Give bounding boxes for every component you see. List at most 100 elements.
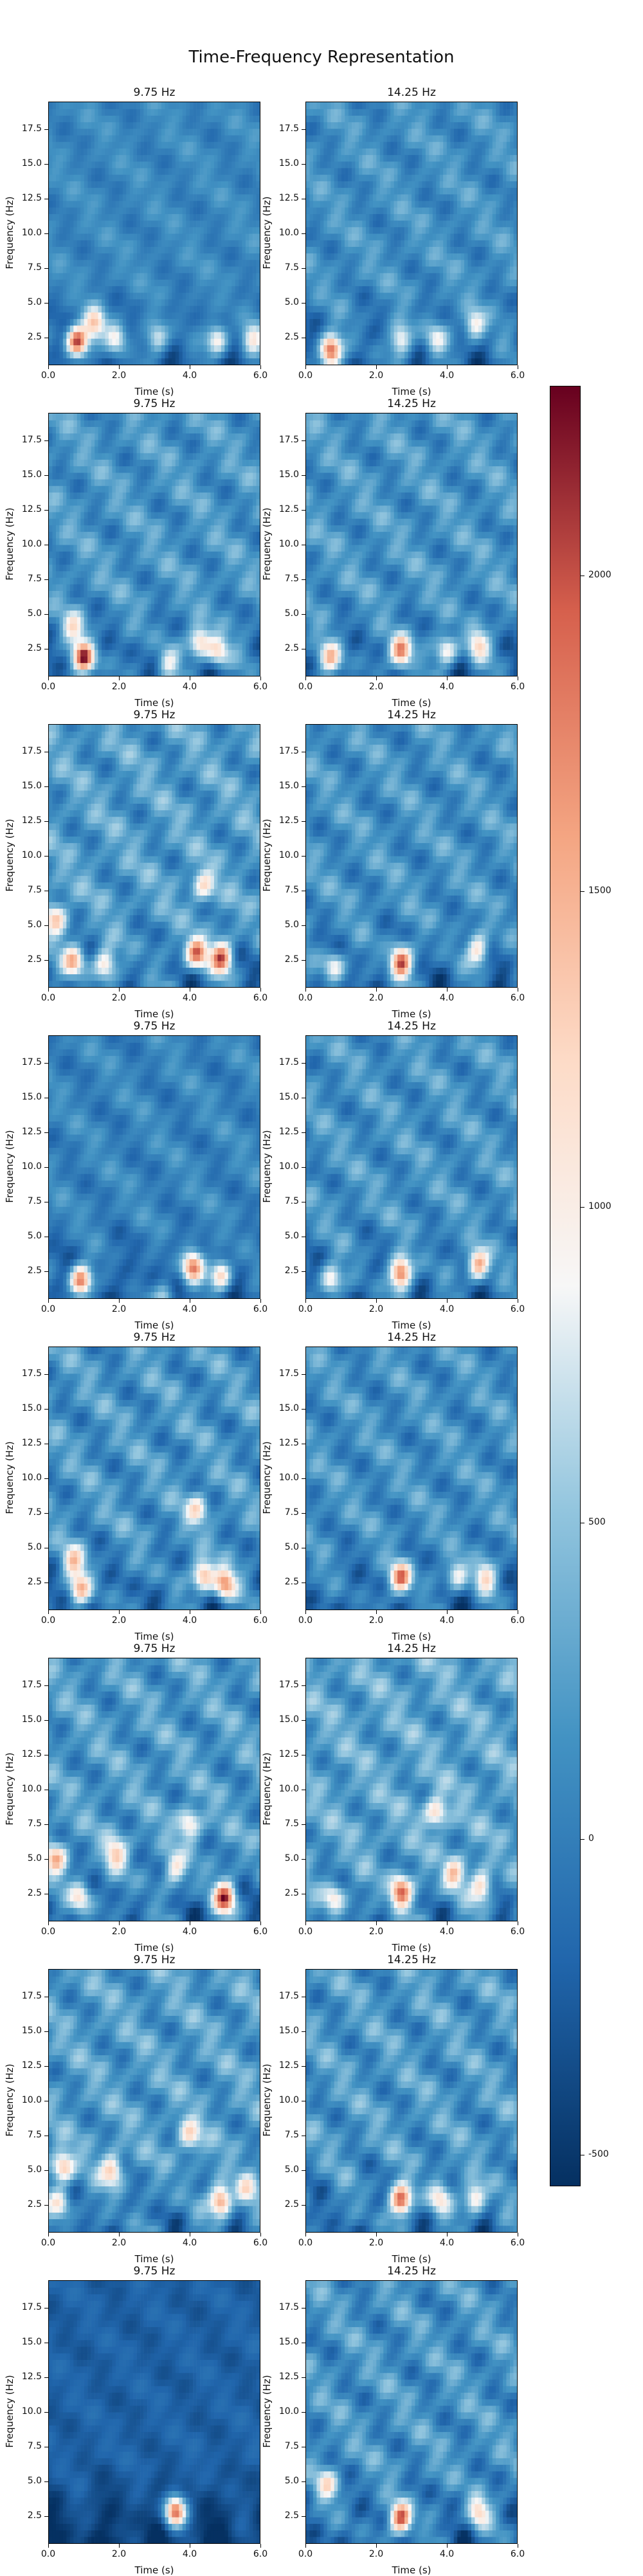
x-tick-label: 6.0	[498, 993, 537, 1003]
x-axis-label: Time (s)	[305, 1008, 518, 1020]
heatmap-panel	[305, 413, 518, 676]
x-tick-label: 6.0	[498, 2549, 537, 2559]
x-tick-label: 6.0	[241, 370, 280, 381]
x-tick-mark	[447, 988, 448, 992]
x-tick-mark	[447, 1299, 448, 1303]
heatmap-panel	[48, 1969, 260, 2233]
y-tick-mark	[44, 856, 48, 857]
x-tick-label: 2.0	[357, 2238, 395, 2248]
y-tick-mark	[44, 1271, 48, 1272]
panel-title: 14.25 Hz	[305, 1020, 518, 1033]
x-tick-mark	[48, 676, 49, 680]
x-tick-mark	[305, 1921, 306, 1925]
x-tick-label: 6.0	[241, 1615, 280, 1626]
x-tick-label: 0.0	[29, 993, 68, 1003]
x-tick-label: 0.0	[29, 2238, 68, 2248]
x-tick-label: 0.0	[286, 370, 325, 381]
x-tick-mark	[447, 2233, 448, 2236]
y-tick-mark	[44, 1824, 48, 1825]
x-tick-mark	[305, 676, 306, 680]
x-tick-label: 2.0	[100, 993, 138, 1003]
y-tick-mark	[44, 1167, 48, 1168]
heatmap-image	[49, 413, 260, 676]
x-tick-mark	[376, 676, 377, 680]
y-tick-mark	[302, 1824, 305, 1825]
colorbar-tick-label: 2000	[588, 570, 611, 580]
y-axis-label: Frequency (Hz)	[4, 412, 15, 676]
heatmap-panel	[305, 724, 518, 988]
x-tick-mark	[447, 676, 448, 680]
heatmap-image	[49, 1036, 260, 1298]
y-tick-mark	[302, 2516, 305, 2517]
x-tick-label: 2.0	[100, 2238, 138, 2248]
panel-title: 9.75 Hz	[48, 1331, 260, 1344]
y-tick-mark	[302, 1859, 305, 1860]
y-axis-label: Frequency (Hz)	[4, 1657, 15, 1921]
heatmap-image	[49, 1658, 260, 1921]
colorbar-tick-label: 1000	[588, 1201, 611, 1211]
heatmap-image	[49, 1347, 260, 1610]
panel-title: 14.25 Hz	[305, 1642, 518, 1655]
panel-title: 9.75 Hz	[48, 709, 260, 721]
y-tick-mark	[44, 233, 48, 234]
x-tick-label: 6.0	[241, 1927, 280, 1937]
y-axis-label: Frequency (Hz)	[4, 2280, 15, 2543]
heatmap-panel	[48, 102, 260, 365]
y-axis-label: Frequency (Hz)	[261, 1657, 273, 1921]
heatmap-panel	[48, 1347, 260, 1610]
x-tick-mark	[305, 2544, 306, 2548]
x-tick-label: 0.0	[286, 1615, 325, 1626]
x-tick-mark	[260, 1610, 261, 1614]
x-tick-label: 4.0	[428, 2238, 466, 2248]
y-tick-mark	[44, 786, 48, 787]
y-tick-mark	[44, 614, 48, 615]
y-tick-mark	[44, 1720, 48, 1721]
x-tick-mark	[376, 2544, 377, 2548]
x-tick-mark	[305, 1610, 306, 1614]
heatmap-image	[49, 2281, 260, 2543]
y-tick-mark	[302, 2377, 305, 2378]
x-tick-label: 4.0	[170, 370, 209, 381]
y-tick-mark	[302, 579, 305, 580]
colorbar-tick-label: -500	[588, 2149, 609, 2159]
x-tick-label: 2.0	[357, 682, 395, 692]
x-tick-label: 6.0	[498, 370, 537, 381]
x-tick-mark	[376, 2233, 377, 2236]
x-axis-label: Time (s)	[305, 2564, 518, 2576]
y-tick-mark	[302, 303, 305, 304]
y-tick-mark	[302, 1720, 305, 1721]
x-tick-mark	[119, 2544, 120, 2548]
x-tick-mark	[48, 2544, 49, 2548]
x-axis-label: Time (s)	[48, 2253, 260, 2265]
y-axis-label: Frequency (Hz)	[261, 1346, 273, 1610]
x-tick-mark	[447, 1610, 448, 1614]
heatmap-panel	[48, 413, 260, 676]
y-tick-mark	[302, 614, 305, 615]
panel-title: 14.25 Hz	[305, 397, 518, 410]
y-tick-mark	[302, 129, 305, 130]
x-tick-label: 6.0	[498, 1304, 537, 1314]
panel-title: 9.75 Hz	[48, 397, 260, 410]
y-axis-label: Frequency (Hz)	[261, 412, 273, 676]
y-axis-label: Frequency (Hz)	[4, 1346, 15, 1610]
x-tick-mark	[119, 1921, 120, 1925]
x-tick-label: 4.0	[428, 1304, 466, 1314]
x-tick-mark	[260, 365, 261, 369]
y-axis-label: Frequency (Hz)	[4, 1035, 15, 1298]
y-tick-mark	[44, 960, 48, 961]
heatmap-panel	[305, 1347, 518, 1610]
x-tick-label: 2.0	[100, 370, 138, 381]
x-tick-label: 0.0	[29, 1615, 68, 1626]
y-tick-mark	[302, 510, 305, 511]
x-tick-label: 0.0	[286, 2549, 325, 2559]
y-tick-mark	[44, 1478, 48, 1479]
y-tick-mark	[44, 129, 48, 130]
x-tick-label: 4.0	[428, 682, 466, 692]
x-axis-label: Time (s)	[305, 1320, 518, 1331]
y-tick-mark	[302, 1685, 305, 1686]
x-tick-mark	[260, 1921, 261, 1925]
panel-title: 14.25 Hz	[305, 86, 518, 99]
y-tick-mark	[302, 1271, 305, 1272]
x-tick-mark	[48, 2233, 49, 2236]
x-tick-mark	[260, 2233, 261, 2236]
